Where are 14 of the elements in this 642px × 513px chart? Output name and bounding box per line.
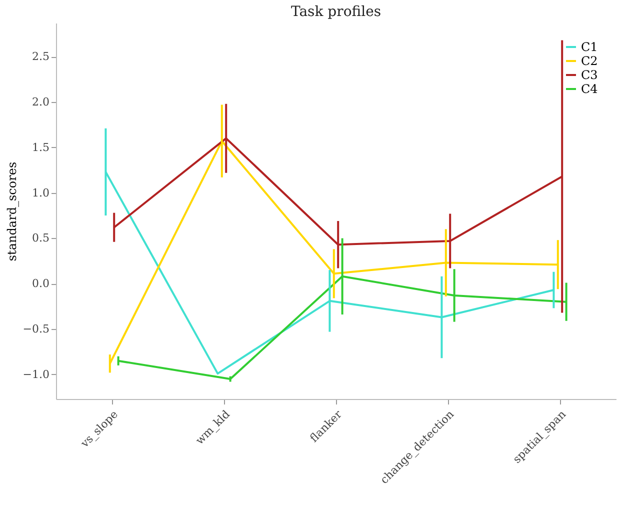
y-axis-title: standard_scores <box>4 162 19 262</box>
y-tick-label: −1.0 <box>22 368 50 381</box>
y-tick-label: 0.5 <box>32 232 50 245</box>
y-tick-label: 1.0 <box>32 186 50 200</box>
chart-title: Task profiles <box>290 4 382 20</box>
y-tick-label: 2.5 <box>32 50 50 64</box>
legend-label: C2 <box>581 54 598 68</box>
legend-label: C1 <box>581 40 598 54</box>
legend-label: C4 <box>581 82 598 96</box>
y-tick-label: 0.0 <box>32 277 50 290</box>
y-tick-label: 1.5 <box>32 140 50 154</box>
legend-label: C3 <box>581 68 598 82</box>
y-tick-label: −0.5 <box>22 322 50 336</box>
y-tick-label: 2.0 <box>32 96 50 109</box>
